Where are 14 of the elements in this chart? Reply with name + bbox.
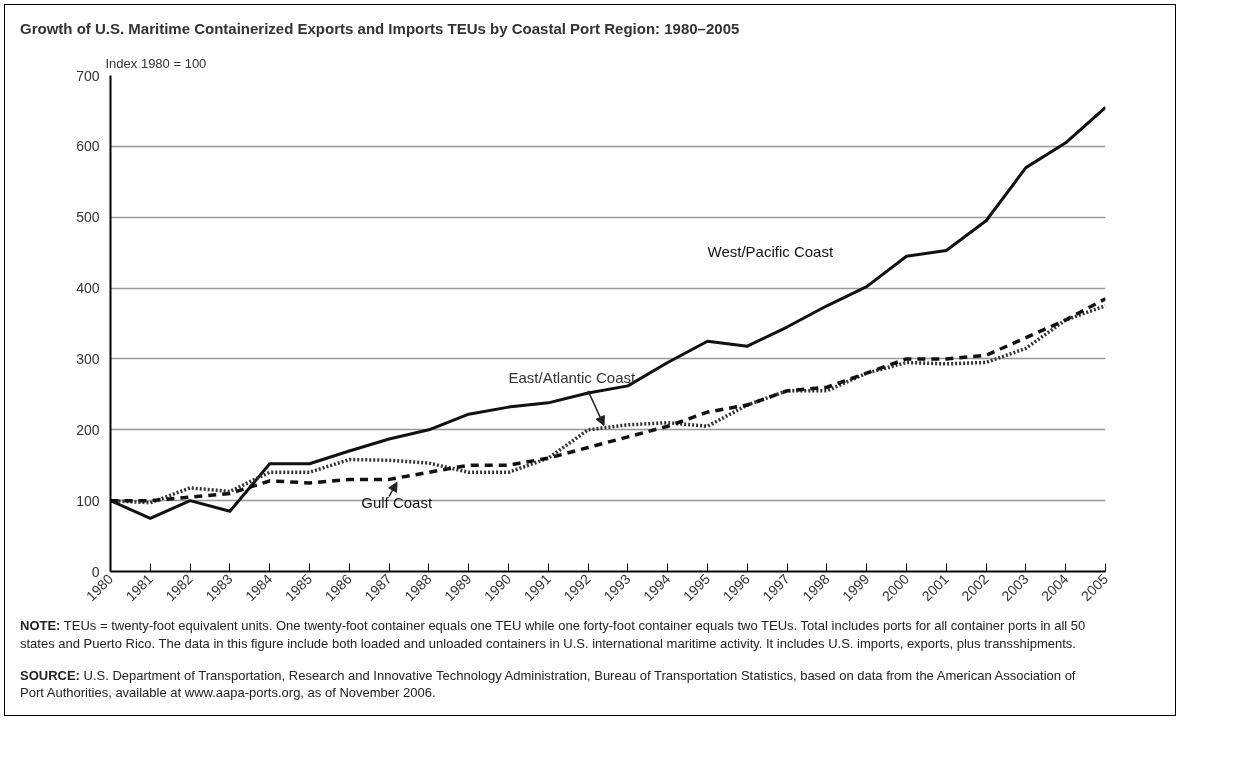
- y-axis-title: Index 1980 = 100: [105, 55, 207, 71]
- y-tick-label: 200: [76, 422, 100, 439]
- y-tick-label: 300: [76, 351, 100, 368]
- y-tick-label: 600: [76, 138, 100, 155]
- text: West/Pacific Coast: [707, 243, 834, 261]
- source-note: SOURCE: U.S. Department of Transportation, Research and Innovative Technology Administration, Bureau of Transportation Statistics, based on data from the American Association of Port Authorities, available at www.aapa-ports.org, as of November 2006.: [20, 666, 1077, 702]
- y-tick-label: 400: [76, 280, 100, 297]
- text: East/Atlantic Coast: [508, 369, 637, 387]
- series-label: Gulf Coast: [361, 494, 433, 512]
- y-tick-label: 500: [76, 209, 100, 226]
- y-tick-label: 100: [76, 493, 100, 510]
- text: NOTE: TEUs = twenty-foot equivalent units. One twenty-foot container equals one TEU while one forty-foot container equals two TEUs. Total includes ports for all container ports in all 50 states and Puerto Rico. The data in this figure include both loaded and unloaded containers in U.S. international maritime activity. It includes U.S. imports, exports, plus transshipments.: [20, 617, 1087, 653]
- chart-title: Growth of U.S. Maritime Containerized Exports and Imports TEUs by Coastal Port Region: 1980–2005: [20, 19, 740, 39]
- y-tick-label: 700: [76, 67, 100, 84]
